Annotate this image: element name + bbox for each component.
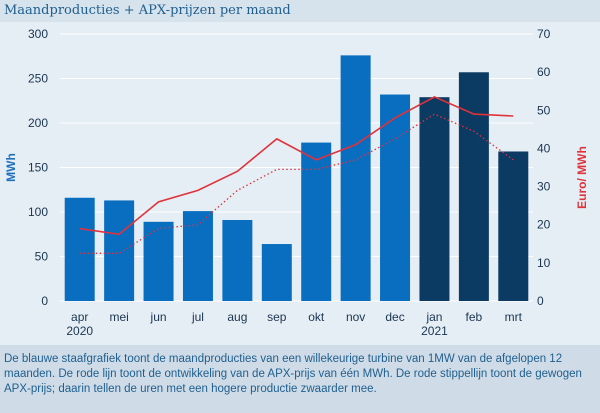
bar-sep (261, 244, 292, 301)
left-tick-2: 100 (28, 205, 48, 219)
right-tick-4: 40 (537, 141, 551, 155)
x-tick-mrt: mrt (505, 310, 523, 324)
x-year-2021: 2021 (421, 324, 448, 338)
left-tick-3: 150 (28, 161, 48, 175)
right-axis-ticks: 0 10 20 30 40 50 60 70 (537, 27, 551, 308)
bar-mrt (498, 151, 529, 301)
left-tick-5: 250 (28, 72, 48, 86)
bar-feb (458, 72, 489, 301)
production-bars (64, 55, 529, 302)
left-tick-6: 300 (28, 27, 48, 41)
x-tick-feb: feb (466, 310, 483, 324)
left-tick-4: 200 (28, 116, 48, 130)
x-tick-mei: mei (109, 310, 128, 324)
bar-apr (64, 197, 95, 301)
x-tick-nov: nov (346, 310, 365, 324)
price-lines (79, 96, 514, 254)
right-tick-1: 10 (537, 256, 551, 270)
right-tick-6: 60 (537, 65, 551, 79)
bar-aug (222, 220, 253, 301)
bar-dec (380, 94, 411, 302)
x-tick-aug: aug (227, 310, 247, 324)
left-axis-ticks: 0 50 100 150 200 250 300 (28, 27, 48, 308)
bar-mei (104, 200, 135, 301)
left-axis-label: MWh (4, 153, 18, 182)
chart-title: Maandproducties + APX-prijzen per maand (0, 0, 600, 22)
bar-jan (419, 97, 450, 301)
x-tick-apr: apr (71, 310, 88, 324)
right-tick-0: 0 (537, 294, 544, 308)
right-tick-5: 50 (537, 103, 551, 117)
x-tick-jul: jul (191, 310, 204, 324)
x-tick-jan: jan (425, 310, 442, 324)
x-tick-jun: jun (150, 310, 167, 324)
right-axis-label: Euro/ MWh (575, 146, 589, 209)
x-tick-okt: okt (308, 310, 325, 324)
right-tick-3: 30 (537, 180, 551, 194)
bar-jun (143, 221, 174, 301)
gridlines (60, 33, 533, 302)
bar-jul (182, 211, 213, 301)
x-year-2020: 2020 (66, 324, 93, 338)
bar-okt (301, 142, 332, 301)
chart-caption: De blauwe staafgrafiek toont de maandpro… (0, 345, 600, 413)
right-tick-2: 20 (537, 218, 551, 232)
price-line-dotted (79, 113, 514, 254)
right-tick-7: 70 (537, 27, 551, 41)
left-tick-1: 50 (35, 250, 49, 264)
x-tick-sep: sep (267, 310, 287, 324)
x-tick-dec: dec (385, 310, 404, 324)
price-line-solid (79, 96, 514, 236)
bar-nov (340, 55, 371, 301)
left-tick-0: 0 (41, 294, 48, 308)
